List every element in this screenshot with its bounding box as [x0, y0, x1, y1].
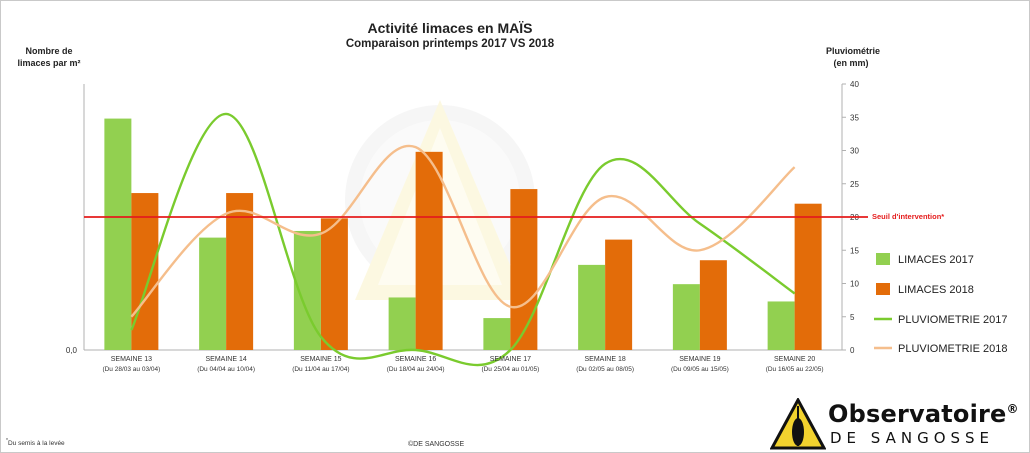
category-label-5: SEMAINE 18	[585, 356, 626, 363]
bar-limaces-2018-7	[794, 203, 822, 350]
bar-limaces-2017-0	[104, 118, 132, 350]
bar-limaces-2018-6	[699, 260, 727, 350]
legend-swatch-1	[876, 283, 890, 295]
logo-name-text: Observatoire	[828, 400, 1007, 428]
right-axis-title: Pluviométrie (en mm)	[826, 45, 881, 69]
category-sublabel-5: (Du 02/05 au 08/05)	[576, 366, 634, 373]
category-sublabel-1: (Du 04/04 au 10/04)	[197, 366, 255, 373]
bar-limaces-2017-1	[199, 237, 227, 350]
right-tick-label-2: 10	[850, 280, 859, 289]
category-sublabel-0: (Du 28/03 au 03/04)	[102, 366, 160, 373]
bar-limaces-2018-0	[131, 193, 159, 350]
category-label-0: SEMAINE 13	[111, 356, 152, 363]
bar-limaces-2018-3	[415, 151, 443, 350]
legend-swatch-0	[876, 253, 890, 265]
logo-sub: DE SANGOSSE	[830, 429, 995, 447]
left-axis-title-line1: Nombre de	[25, 46, 73, 56]
left-axis-title: Nombre de limaces par m²	[14, 45, 84, 69]
category-label-3: SEMAINE 16	[395, 356, 436, 363]
category-sublabel-2: (Du 11/04 au 17/04)	[292, 366, 349, 373]
chart-subtitle: Comparaison printemps 2017 VS 2018	[345, 38, 555, 50]
warning-triangle-icon	[770, 398, 826, 450]
bar-limaces-2017-5	[578, 264, 606, 350]
legend-label-2: PLUVIOMETRIE 2017	[898, 314, 1007, 326]
legend-label-0: LIMACES 2017	[898, 254, 974, 266]
right-tick-label-0: 0	[850, 346, 855, 355]
footnote-text: Du semis à la levée	[7, 440, 65, 448]
bar-limaces-2017-3	[388, 297, 416, 350]
bar-limaces-2018-2	[320, 218, 348, 350]
bar-limaces-2017-7	[767, 301, 795, 350]
category-label-2: SEMAINE 15	[300, 356, 341, 363]
logo-mark: ®	[1006, 402, 1019, 416]
category-sublabel-4: (Du 25/04 au 01/05)	[481, 366, 539, 373]
line-pluvio-2017	[130, 112, 796, 367]
left-axis-zero-label: 0,0	[66, 346, 78, 355]
bar-limaces-2018-5	[605, 239, 633, 350]
line-pluvio-2018	[130, 144, 796, 318]
left-axis-title-line2: limaces par m²	[17, 58, 81, 68]
credit: ©DE SANGOSSE	[408, 441, 465, 448]
threshold-label: Seuil d'intervention*	[872, 212, 944, 221]
bar-limaces-2018-1	[226, 193, 254, 350]
category-label-4: SEMAINE 17	[490, 356, 531, 363]
bar-limaces-2017-6	[672, 284, 700, 350]
footnote-mark: *	[6, 438, 8, 444]
bar-limaces-2017-4	[483, 318, 511, 350]
chart-title: Activité limaces en MAÏS	[367, 20, 533, 36]
right-tick-label-7: 35	[850, 113, 859, 122]
observatoire-logo: Observatoire® DE SANGOSSE	[770, 398, 1025, 450]
logo-name: Observatoire®	[828, 400, 1019, 428]
bar-limaces-2018-4	[510, 189, 538, 350]
category-label-1: SEMAINE 14	[206, 356, 247, 363]
legend-label-3: PLUVIOMETRIE 2018	[898, 343, 1007, 355]
right-tick-label-5: 25	[850, 180, 859, 189]
category-label-7: SEMAINE 20	[774, 356, 815, 363]
legend-label-1: LIMACES 2018	[898, 284, 974, 296]
category-sublabel-6: (Du 09/05 au 15/05)	[671, 366, 729, 373]
legend: LIMACES 2017 LIMACES 2018 PLUVIOMETRIE 201…	[874, 253, 1007, 355]
category-sublabel-7: (Du 16/05 au 22/05)	[766, 366, 824, 373]
right-tick-label-3: 15	[850, 246, 859, 255]
right-axis-title-line1: Pluviométrie	[826, 46, 881, 56]
category-label-6: SEMAINE 19	[679, 356, 720, 363]
right-tick-label-8: 40	[850, 80, 859, 89]
footnote: *Du semis à la levée	[6, 438, 65, 447]
right-tick-label-6: 30	[850, 147, 859, 156]
right-tick-label-1: 5	[850, 313, 855, 322]
right-axis-title-line2: (en mm)	[833, 58, 869, 68]
category-sublabel-3: (Du 18/04 au 24/04)	[387, 366, 445, 373]
